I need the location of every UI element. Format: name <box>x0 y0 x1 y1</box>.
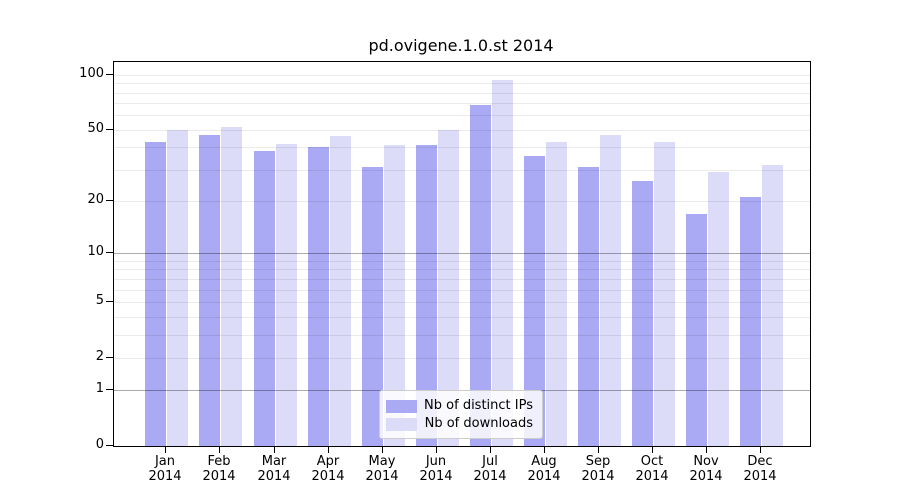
bar-distinct-ips-feb <box>199 135 220 446</box>
x-tick-mark <box>382 447 383 453</box>
x-tick-label-jan: Jan 2014 <box>148 454 182 484</box>
x-tick-mark <box>490 447 491 453</box>
x-tick-label-aug: Aug 2014 <box>527 454 561 484</box>
y-tick-mark <box>106 389 113 390</box>
y-tick-label-50: 50 <box>87 121 104 136</box>
bar-downloads-jan <box>167 130 188 446</box>
bar-distinct-ips-nov <box>686 214 707 446</box>
legend-item-distinct-ips: Nb of distinct IPs <box>386 398 533 414</box>
y-tick-label-2: 2 <box>95 349 104 364</box>
bar-downloads-jul <box>492 80 513 446</box>
bar-downloads-sep <box>600 135 621 446</box>
y-tick-mark <box>106 129 113 130</box>
bar-distinct-ips-may <box>362 167 383 446</box>
x-tick-mark <box>706 447 707 453</box>
legend-swatch-downloads <box>386 417 417 431</box>
bar-distinct-ips-aug <box>524 156 545 446</box>
x-tick-label-dec: Dec 2014 <box>743 454 777 484</box>
y-tick-label-1: 1 <box>95 381 104 396</box>
x-tick-label-mar: Mar 2014 <box>257 454 291 484</box>
x-tick-mark <box>760 447 761 453</box>
x-tick-label-apr: Apr 2014 <box>311 454 345 484</box>
bar-distinct-ips-jun <box>416 145 437 446</box>
legend-label-distinct-ips: Nb of distinct IPs <box>424 398 533 413</box>
bar-downloads-oct <box>654 142 675 446</box>
bar-downloads-jun <box>438 130 459 446</box>
bar-downloads-may <box>384 145 405 446</box>
bar-downloads-nov <box>708 172 729 446</box>
x-tick-mark <box>328 447 329 453</box>
x-tick-label-oct: Oct 2014 <box>635 454 669 484</box>
legend-swatch-distinct-ips <box>386 399 417 413</box>
y-tick-label-5: 5 <box>95 293 104 308</box>
y-tick-mark <box>106 301 113 302</box>
y-tick-mark <box>106 74 113 75</box>
bar-distinct-ips-dec <box>740 197 761 446</box>
bar-downloads-feb <box>221 127 242 446</box>
y-tick-mark <box>106 445 113 446</box>
x-tick-mark <box>544 447 545 453</box>
y-tick-mark <box>106 357 113 358</box>
y-tick-label-20: 20 <box>87 192 104 207</box>
x-tick-label-feb: Feb 2014 <box>202 454 236 484</box>
x-tick-mark <box>652 447 653 453</box>
bar-downloads-mar <box>276 144 297 446</box>
y-tick-label-100: 100 <box>79 66 104 81</box>
bar-distinct-ips-oct <box>632 181 653 446</box>
bar-distinct-ips-jul <box>470 105 491 446</box>
plot-area <box>113 61 811 447</box>
legend-label-downloads: Nb of downloads <box>424 416 533 431</box>
bar-distinct-ips-mar <box>254 151 275 446</box>
chart-title: pd.ovigene.1.0.st 2014 <box>368 36 554 55</box>
bar-distinct-ips-apr <box>308 147 329 446</box>
y-tick-mark <box>106 200 113 201</box>
y-tick-label-0: 0 <box>95 437 104 452</box>
bar-downloads-apr <box>330 136 351 446</box>
bar-distinct-ips-jan <box>145 142 166 446</box>
x-tick-mark <box>165 447 166 453</box>
x-tick-label-sep: Sep 2014 <box>581 454 615 484</box>
x-tick-label-nov: Nov 2014 <box>689 454 723 484</box>
x-tick-label-jun: Jun 2014 <box>419 454 453 484</box>
legend-item-downloads: Nb of downloads <box>386 416 533 432</box>
bar-distinct-ips-sep <box>578 167 599 446</box>
x-tick-mark <box>274 447 275 453</box>
x-tick-label-may: May 2014 <box>365 454 399 484</box>
legend: Nb of distinct IPs Nb of downloads <box>379 390 543 439</box>
x-tick-label-jul: Jul 2014 <box>473 454 507 484</box>
bar-downloads-aug <box>546 142 567 446</box>
x-tick-mark <box>219 447 220 453</box>
x-tick-mark <box>436 447 437 453</box>
x-tick-mark <box>598 447 599 453</box>
y-tick-mark <box>106 252 113 253</box>
y-tick-label-10: 10 <box>87 244 104 259</box>
bars-layer <box>114 62 810 446</box>
bar-downloads-dec <box>762 165 783 446</box>
